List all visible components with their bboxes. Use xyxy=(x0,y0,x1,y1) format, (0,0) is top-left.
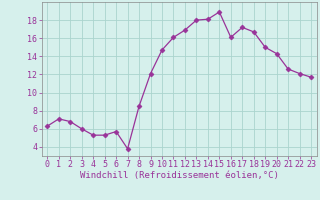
X-axis label: Windchill (Refroidissement éolien,°C): Windchill (Refroidissement éolien,°C) xyxy=(80,171,279,180)
